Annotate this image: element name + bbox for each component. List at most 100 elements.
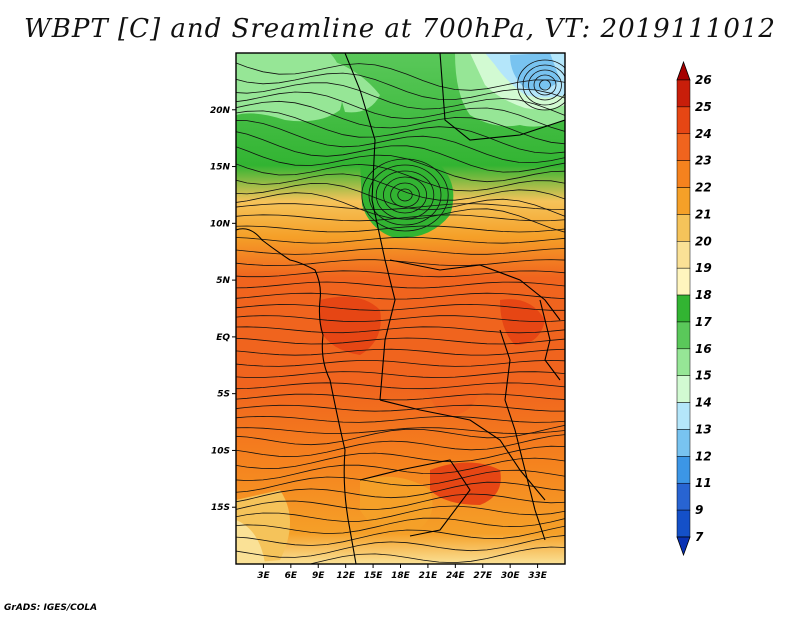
colorbar-swatch xyxy=(676,133,691,161)
lon-tick-label: 12E xyxy=(336,571,356,581)
streamline xyxy=(236,348,565,356)
streamline xyxy=(236,192,565,233)
streamline xyxy=(236,469,565,493)
streamline xyxy=(236,259,565,267)
streamline xyxy=(236,359,565,367)
streamline-vortex xyxy=(390,182,420,208)
colorbar-swatch xyxy=(676,429,691,457)
streamline xyxy=(236,371,565,379)
streamline xyxy=(236,535,565,558)
colorbar-label: 15 xyxy=(695,369,712,383)
lat-tick-label: 10N xyxy=(210,219,231,229)
map-panel xyxy=(236,53,565,564)
colorbar-swatch xyxy=(676,321,691,350)
colorbar-label: 12 xyxy=(695,449,712,463)
colorbar-swatch xyxy=(676,160,691,188)
colorbar-label: 23 xyxy=(695,154,712,168)
lon-tick-label: 6E xyxy=(285,571,298,581)
streamline-vortex xyxy=(528,69,562,101)
lon-tick-label: 15E xyxy=(364,571,384,581)
lon-tick-label: 27E xyxy=(473,571,493,581)
streamline xyxy=(236,326,565,334)
lon-tick-label: 33E xyxy=(528,571,548,581)
streamline xyxy=(236,424,565,446)
colorbar: 26 25 24 23 22 21 20 19 18 17 16 15 14 13 12 11 9 7 xyxy=(676,60,712,557)
streamline xyxy=(236,131,565,173)
streamline xyxy=(236,247,565,255)
colorbar-label: 20 xyxy=(695,234,712,248)
lon-tick-label: 24E xyxy=(446,571,466,581)
streamline xyxy=(236,337,565,345)
streamline xyxy=(236,203,565,211)
streamline xyxy=(236,91,565,132)
streamline xyxy=(236,517,565,535)
colorbar-label: 19 xyxy=(695,261,712,275)
streamline xyxy=(236,493,565,511)
streamlines xyxy=(236,59,565,564)
colorbar-swatch xyxy=(676,214,691,242)
streamline xyxy=(236,505,565,522)
streamline xyxy=(236,525,565,546)
chart-title: WBPT [C] and Sreamline at 700hPa, VT: 20… xyxy=(24,14,776,44)
streamline xyxy=(236,173,565,201)
colorbar-label: 9 xyxy=(695,503,703,517)
lat-tick-label: 5S xyxy=(217,390,230,400)
streamline xyxy=(236,315,565,323)
colorbar-label: 25 xyxy=(695,100,712,114)
colorbar-swatch xyxy=(676,79,691,108)
colorbar-label: 14 xyxy=(695,396,712,410)
streamline xyxy=(236,72,565,100)
streamline xyxy=(236,457,565,482)
lat-tick-label: 10S xyxy=(211,446,230,456)
lon-axis: 3E 6E 9E 12E 15E 18E 21E 24E 27E 30E 33E xyxy=(257,564,548,581)
grads-credit: GrADS: IGES/COLA xyxy=(4,603,98,613)
lat-tick-label: 15N xyxy=(210,163,231,173)
streamline-vortex xyxy=(361,158,449,232)
colorbar-swatch xyxy=(676,375,691,403)
streamline-vortex xyxy=(375,170,435,220)
colorbar-swatch xyxy=(676,267,691,296)
streamline xyxy=(236,393,565,401)
colorbar-swatch xyxy=(676,106,691,135)
lon-tick-label: 3E xyxy=(257,571,270,581)
colorbar-swatch xyxy=(676,294,691,323)
lat-tick-label: 5N xyxy=(216,276,230,286)
streamline xyxy=(236,434,565,458)
streamline xyxy=(236,404,565,412)
streamline xyxy=(236,270,565,278)
lat-axis: 20N 15N 10N 5N EQ 5S 10S 15S xyxy=(210,106,236,513)
streamline xyxy=(236,236,565,244)
colorbar-swatch xyxy=(676,509,691,538)
streamline-vortex xyxy=(397,188,413,202)
colorbar-swatch xyxy=(676,402,691,430)
lat-tick-label: EQ xyxy=(216,333,230,343)
lat-tick-label: 15S xyxy=(211,503,230,513)
streamline xyxy=(236,110,565,154)
streamline xyxy=(236,281,565,289)
streamline xyxy=(236,214,565,222)
streamline xyxy=(236,292,565,300)
colorbar-swatch xyxy=(676,187,691,215)
streamline-vortex xyxy=(522,64,565,106)
colorbar-swatch xyxy=(676,348,691,376)
streamline xyxy=(236,120,565,164)
lon-tick-label: 30E xyxy=(501,571,521,581)
streamline-vortex xyxy=(382,176,427,214)
colorbar-top-arrow xyxy=(676,60,691,81)
streamline xyxy=(236,163,565,192)
colorbar-label: 16 xyxy=(695,342,712,356)
colorbar-label: 17 xyxy=(695,315,712,329)
colorbar-swatch xyxy=(676,482,691,511)
streamline xyxy=(236,225,565,233)
colorbar-label: 7 xyxy=(695,530,704,544)
colorbar-label: 22 xyxy=(695,181,712,195)
streamline xyxy=(308,546,565,564)
streamline xyxy=(236,382,565,390)
streamline xyxy=(236,100,565,145)
colorbar-label: 24 xyxy=(695,127,712,141)
streamline-vortex xyxy=(533,74,557,96)
streamline-vortex xyxy=(539,79,551,91)
streamline xyxy=(236,427,565,435)
streamline xyxy=(236,62,565,91)
